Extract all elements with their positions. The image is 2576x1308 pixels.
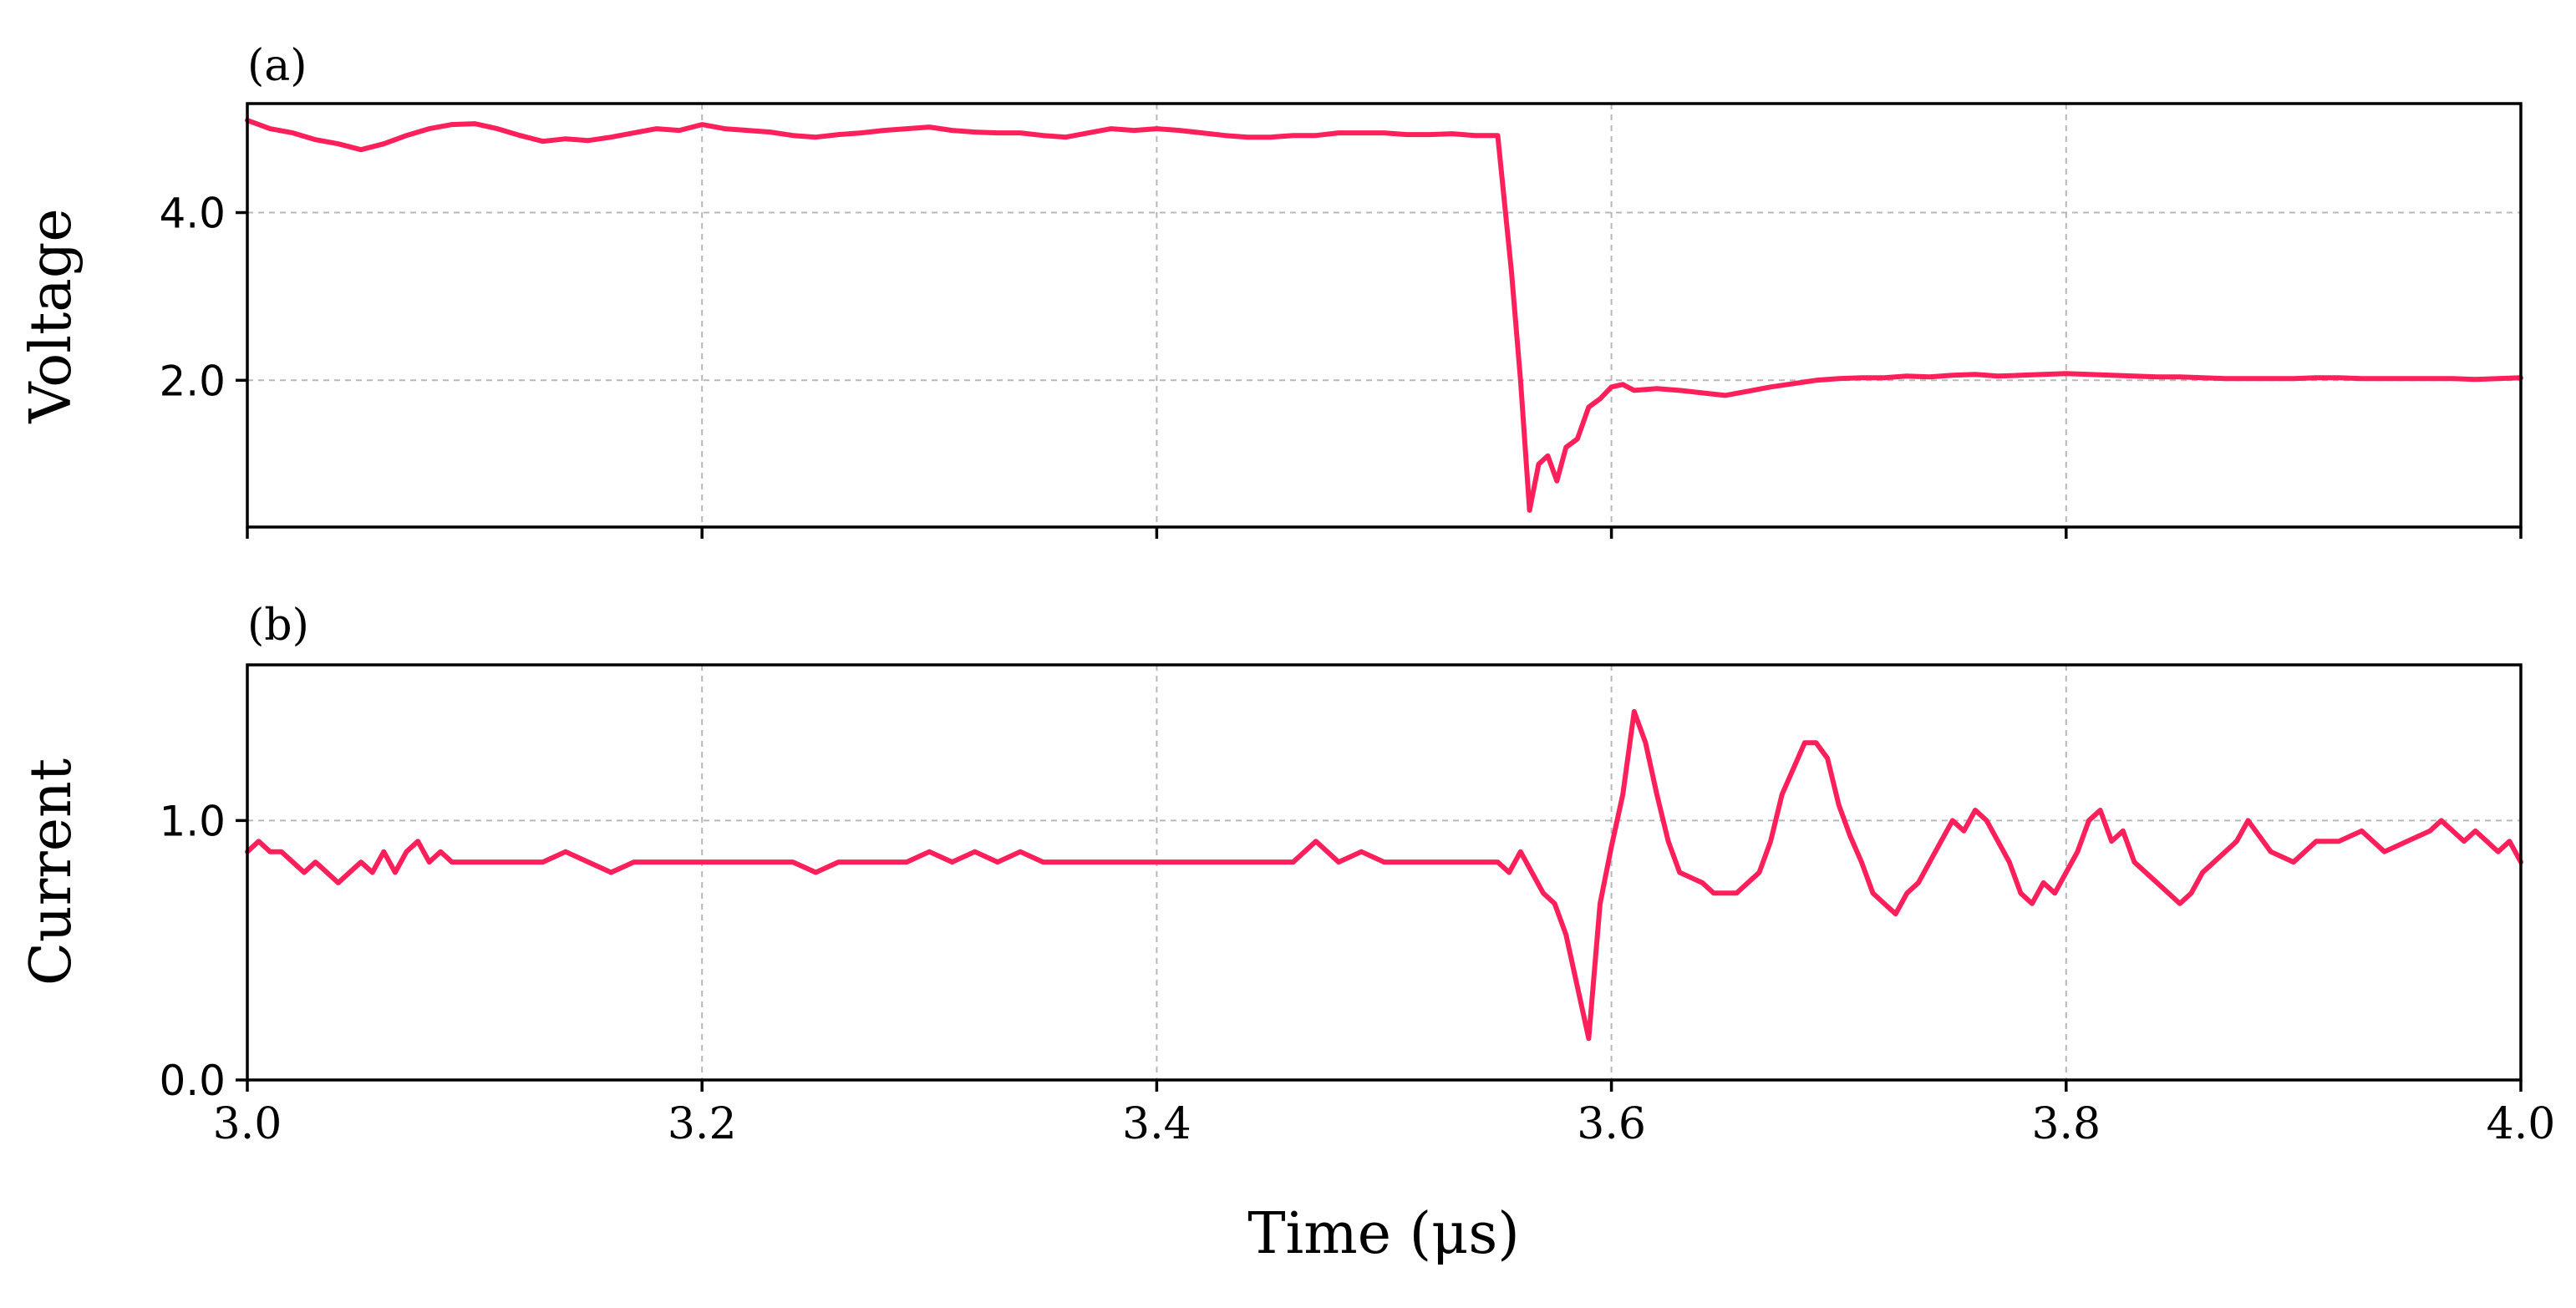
voltage-ticks: 2.0 4.0 (159, 190, 2523, 539)
current-ytick-label: 0.0 (159, 1057, 226, 1105)
time-axis-label: Time (μs) (1247, 1201, 1520, 1267)
current-xtick-label: 3.8 (2031, 1099, 2101, 1149)
voltage-panel: 2.0 4.0 (a) Voltage (18, 41, 2523, 539)
voltage-ytick-label: 2.0 (159, 357, 226, 405)
current-xtick-label: 3.4 (1122, 1099, 1191, 1149)
voltage-trace (245, 118, 2523, 513)
current-plot-frame (246, 663, 2523, 1082)
current-grid (247, 665, 2521, 1080)
voltage-axis-label: Voltage (18, 208, 84, 423)
current-ytick-label: 1.0 (159, 797, 226, 845)
current-xtick-label: 3.0 (213, 1099, 282, 1149)
current-xtick-label: 3.2 (668, 1099, 737, 1149)
current-panel: 3.0 3.2 3.4 3.6 3.8 4.0 0.0 1.0 (b) Current Tim… (18, 601, 2555, 1267)
voltage-ytick-label: 4.0 (159, 190, 226, 238)
current-axis-label: Current (18, 758, 84, 986)
voltage-grid (247, 104, 2521, 527)
voltage-plot-frame (246, 102, 2523, 529)
current-xtick-label: 4.0 (2487, 1099, 2556, 1149)
panel-label-a: (a) (247, 41, 307, 91)
panel-label-b: (b) (247, 601, 309, 651)
current-ticks: 3.0 3.2 3.4 3.6 3.8 4.0 0.0 1.0 (159, 797, 2555, 1149)
current-trace (245, 708, 2523, 1042)
current-xtick-label: 3.6 (1577, 1099, 1646, 1149)
